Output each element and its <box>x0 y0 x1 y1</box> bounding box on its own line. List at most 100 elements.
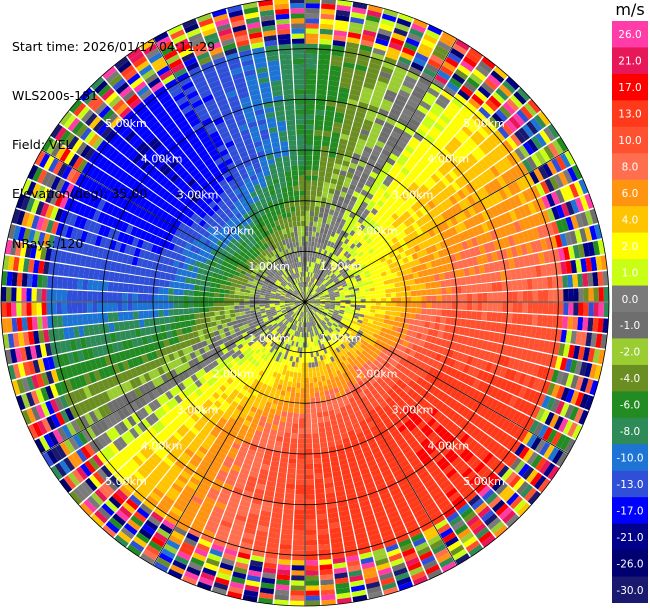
velocity-gate <box>390 519 404 529</box>
velocity-gate <box>243 419 252 427</box>
velocity-gate <box>379 524 392 534</box>
velocity-gate <box>384 227 392 235</box>
velocity-gate <box>367 4 383 14</box>
velocity-gate <box>396 302 402 307</box>
velocity-gate <box>340 378 347 386</box>
velocity-gate <box>578 179 589 195</box>
velocity-gate <box>379 341 387 348</box>
velocity-gate <box>311 257 315 263</box>
velocity-gate <box>391 302 397 307</box>
velocity-gate <box>318 386 324 392</box>
velocity-gate <box>560 261 567 275</box>
velocity-gate <box>335 582 350 590</box>
velocity-gate <box>398 276 405 282</box>
velocity-gate <box>441 148 452 159</box>
velocity-gate <box>557 315 563 329</box>
velocity-gate <box>396 533 410 543</box>
velocity-gate <box>328 151 337 159</box>
velocity-gate <box>305 236 309 242</box>
velocity-gate <box>305 165 312 171</box>
velocity-gate <box>475 481 488 494</box>
velocity-gate <box>339 138 348 146</box>
velocity-gate <box>342 530 354 538</box>
velocity-gate <box>327 507 338 514</box>
velocity-gate <box>291 324 295 330</box>
velocity-gate <box>305 89 316 95</box>
velocity-gate <box>222 400 231 409</box>
velocity-gate <box>213 581 229 591</box>
velocity-gate <box>315 280 319 285</box>
velocity-gate <box>399 112 411 122</box>
velocity-gate <box>363 24 378 33</box>
velocity-gate <box>366 192 374 200</box>
velocity-gate <box>522 189 532 203</box>
velocity-gate <box>380 576 396 586</box>
velocity-gate <box>313 216 319 222</box>
velocity-gate <box>117 530 132 544</box>
velocity-gate <box>276 574 290 581</box>
velocity-gate <box>441 373 450 383</box>
velocity-gate <box>444 173 455 184</box>
velocity-gate <box>499 485 512 499</box>
velocity-gate <box>355 349 362 356</box>
velocity-gate <box>336 4 351 12</box>
velocity-gate <box>139 503 153 515</box>
velocity-gate <box>386 339 393 346</box>
velocity-gate <box>290 438 298 444</box>
velocity-gate <box>319 432 326 438</box>
velocity-gate <box>436 223 445 233</box>
velocity-gate <box>311 315 315 321</box>
velocity-gate <box>334 294 340 298</box>
velocity-gate <box>494 191 504 203</box>
velocity-gate <box>417 420 427 430</box>
velocity-gate <box>539 442 551 456</box>
velocity-gate <box>162 475 174 487</box>
velocity-gate <box>394 98 406 108</box>
velocity-gate <box>458 483 471 495</box>
velocity-gate <box>485 99 498 112</box>
velocity-gate <box>282 442 290 449</box>
velocity-gate <box>587 317 594 332</box>
velocity-gate <box>565 201 575 216</box>
velocity-gate <box>542 426 553 441</box>
velocity-gate <box>230 528 243 537</box>
velocity-gate <box>291 428 298 434</box>
velocity-gate <box>303 337 305 343</box>
velocity-gate <box>390 429 400 438</box>
velocity-gate <box>321 278 326 284</box>
velocity-gate <box>297 367 302 373</box>
velocity-gate <box>311 357 315 363</box>
velocity-gate <box>375 37 389 47</box>
velocity-gate <box>361 395 369 403</box>
velocity-gate <box>400 307 407 313</box>
velocity-gate <box>305 524 317 530</box>
velocity-gate <box>403 210 412 219</box>
velocity-gate <box>319 564 333 571</box>
velocity-gate <box>415 376 424 386</box>
velocity-gate <box>345 227 352 234</box>
velocity-gate <box>436 137 447 148</box>
velocity-gate <box>391 367 400 376</box>
velocity-gate <box>553 302 559 315</box>
velocity-gate <box>395 225 404 234</box>
velocity-gate <box>427 237 435 246</box>
velocity-gate <box>340 76 352 84</box>
velocity-gate <box>458 129 470 141</box>
velocity-gate <box>332 552 345 559</box>
velocity-gate <box>318 316 323 321</box>
velocity-gate <box>368 331 375 337</box>
velocity-gate <box>436 302 442 309</box>
velocity-gate <box>555 433 567 449</box>
velocity-gate <box>350 584 366 593</box>
velocity-gate <box>357 458 367 466</box>
velocity-gate <box>221 557 235 567</box>
velocity-gate <box>314 130 323 136</box>
velocity-gate <box>377 263 384 269</box>
velocity-gate <box>263 349 270 356</box>
velocity-gate <box>466 137 478 149</box>
velocity-gate <box>276 373 282 379</box>
velocity-gate <box>174 459 186 470</box>
velocity-gate <box>491 251 499 262</box>
velocity-gate <box>292 325 296 331</box>
velocity-gate <box>376 438 386 447</box>
